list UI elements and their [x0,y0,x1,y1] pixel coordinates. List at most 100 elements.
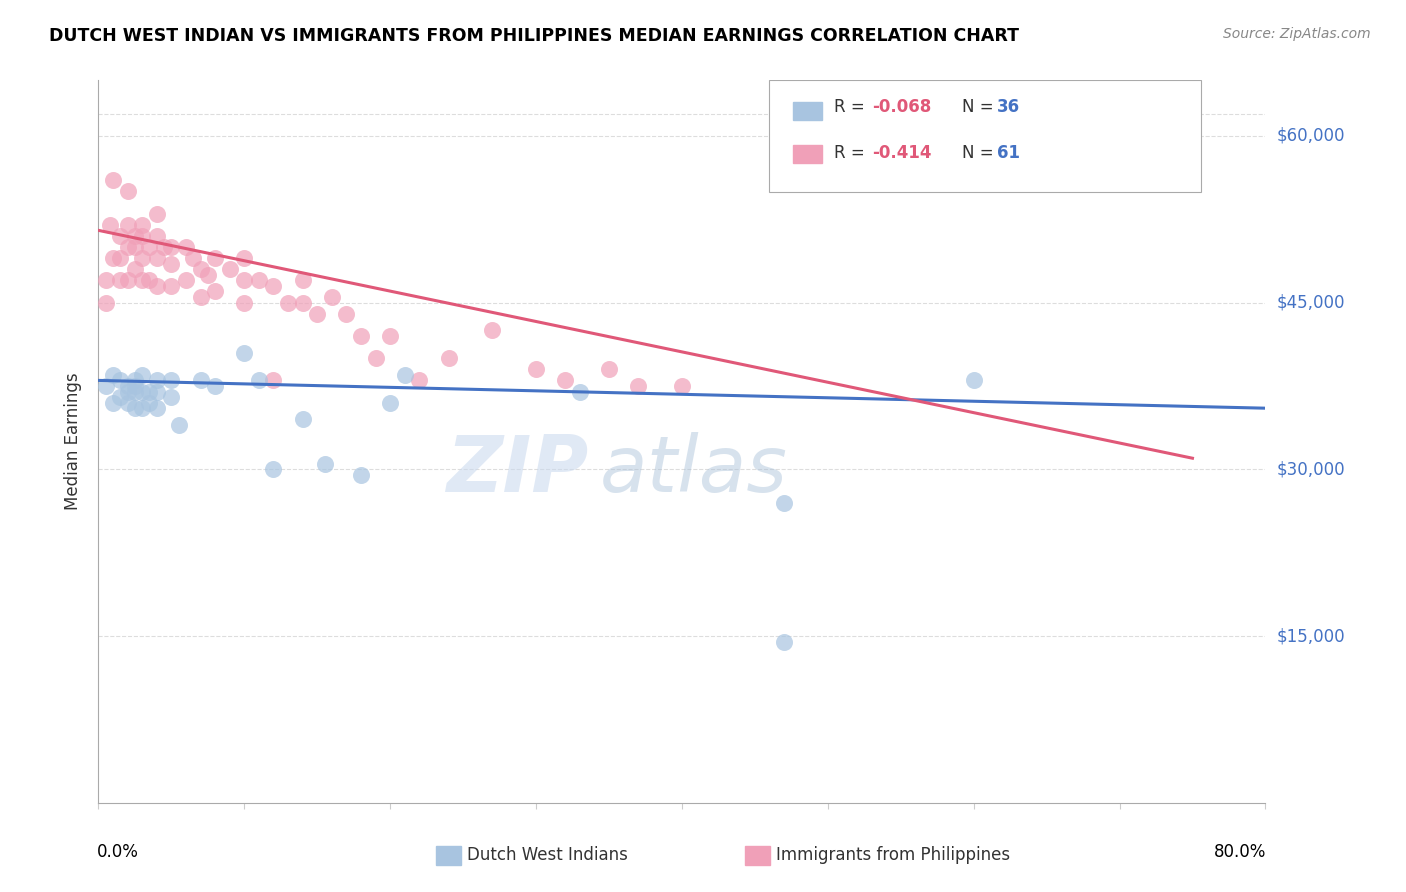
Point [524,362,547,376]
Point [233,273,256,287]
Text: 0.0%: 0.0% [97,843,139,861]
FancyBboxPatch shape [793,102,823,120]
Point [190,373,212,387]
Text: -0.414: -0.414 [872,144,932,161]
Point [174,240,197,254]
Point [262,462,284,476]
Text: 61: 61 [997,144,1019,161]
Point [94,295,117,310]
Text: Immigrants from Philippines: Immigrants from Philippines [776,847,1011,864]
Point [117,218,139,232]
Point [117,240,139,254]
Text: -0.068: -0.068 [872,98,931,116]
Text: atlas: atlas [600,433,789,508]
Point [94,379,117,393]
Point [204,379,226,393]
Point [233,251,256,265]
Y-axis label: Median Earnings: Median Earnings [65,373,83,510]
Point [110,251,132,265]
Point [160,240,183,254]
Point [671,379,693,393]
FancyBboxPatch shape [793,145,823,163]
Point [124,401,146,416]
Point [131,384,153,399]
Point [247,373,270,387]
Point [117,379,139,393]
Text: DUTCH WEST INDIAN VS IMMIGRANTS FROM PHILIPPINES MEDIAN EARNINGS CORRELATION CHA: DUTCH WEST INDIAN VS IMMIGRANTS FROM PHI… [49,27,1019,45]
Point [554,373,576,387]
Point [101,251,124,265]
Point [110,390,132,404]
Point [307,307,329,321]
Text: R =: R = [834,144,870,161]
Point [773,634,796,648]
Point [233,295,256,310]
Point [247,273,270,287]
Point [138,240,160,254]
Point [117,384,139,399]
Point [146,373,169,387]
Point [167,417,190,432]
Point [380,395,402,409]
Point [321,290,343,304]
Point [204,251,226,265]
Point [291,412,314,426]
Point [204,285,226,299]
Point [101,173,124,187]
Point [314,457,336,471]
Point [181,251,204,265]
Text: $15,000: $15,000 [1277,627,1346,645]
Point [160,373,183,387]
Point [962,373,984,387]
Point [197,268,219,282]
Point [262,279,284,293]
Point [124,384,146,399]
Point [146,228,169,243]
Point [124,373,146,387]
Point [291,295,314,310]
Text: ZIP: ZIP [446,433,589,508]
Point [598,362,620,376]
Point [98,218,121,232]
Point [380,329,402,343]
Text: $30,000: $30,000 [1277,460,1346,478]
Point [394,368,416,382]
Point [124,240,146,254]
Point [350,329,373,343]
Text: N =: N = [962,98,998,116]
Point [124,262,146,277]
Point [117,185,139,199]
Point [124,228,146,243]
Point [131,273,153,287]
Point [335,307,357,321]
Point [277,295,299,310]
Point [364,351,387,366]
Point [408,373,430,387]
Point [131,401,153,416]
Point [350,467,373,482]
Point [160,257,183,271]
Text: 36: 36 [997,98,1021,116]
Point [160,279,183,293]
Point [131,368,153,382]
Text: N =: N = [962,144,998,161]
Point [146,207,169,221]
Point [110,373,132,387]
Text: $45,000: $45,000 [1277,293,1346,311]
Point [160,390,183,404]
Point [131,228,153,243]
FancyBboxPatch shape [769,80,1201,193]
Point [437,351,460,366]
Text: Source: ZipAtlas.com: Source: ZipAtlas.com [1223,27,1371,41]
Point [146,401,169,416]
Point [262,373,284,387]
Point [138,395,160,409]
Point [117,395,139,409]
Point [627,379,650,393]
Point [190,290,212,304]
Point [568,384,591,399]
Point [124,379,146,393]
Point [481,323,503,337]
Point [218,262,240,277]
Point [291,273,314,287]
